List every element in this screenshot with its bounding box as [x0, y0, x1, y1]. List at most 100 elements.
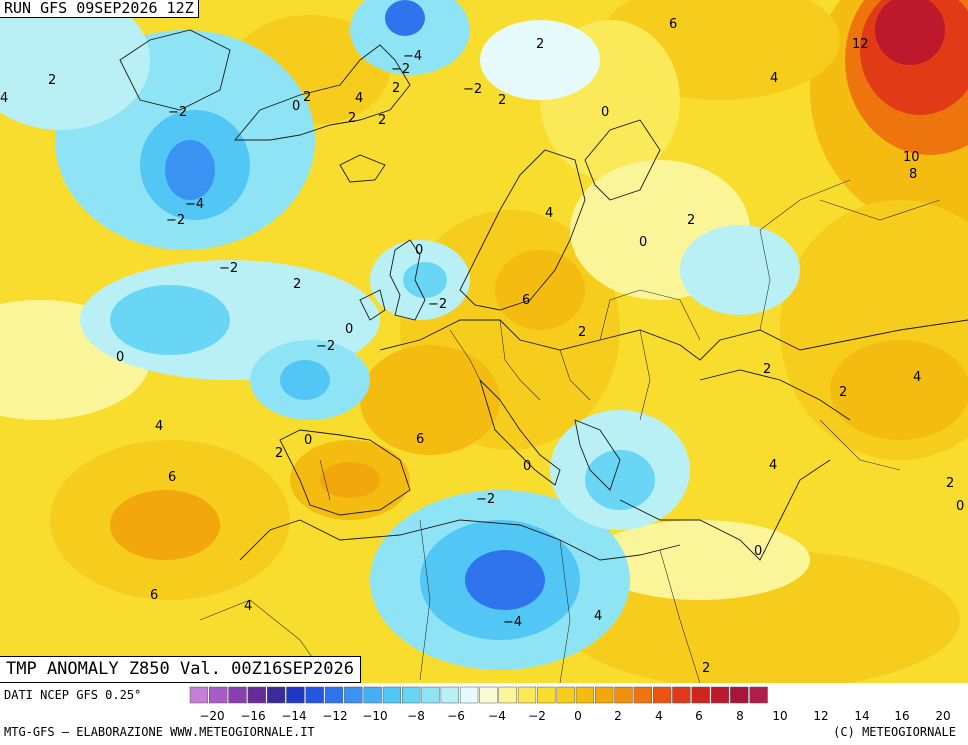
contour-label: 0 [639, 235, 647, 250]
anomaly-map: 2 4 −2 −4 −2 2 0 2 4 2 2 0 −2 2 0 6 4 12… [0, 0, 968, 683]
contour-label: 4 [769, 458, 777, 473]
contour-label: 0 [116, 350, 124, 365]
svg-text:6: 6 [150, 588, 158, 603]
color-scale-swatch [691, 686, 710, 704]
color-scale-swatch [537, 686, 556, 704]
contour-label: 4 [594, 609, 602, 624]
color-scale-swatch [402, 686, 421, 704]
contour-label: 4 [0, 91, 8, 106]
color-scale-swatch [228, 686, 247, 704]
contour-labels: 2 4 −2 −4 −2 2 0 2 4 2 2 0 −2 2 0 6 4 12… [0, 17, 964, 676]
color-scale-tick-label: 0 [574, 709, 582, 723]
color-scale-swatch [479, 686, 498, 704]
contour-label: 2 [498, 93, 506, 108]
color-scale-swatch [517, 686, 537, 704]
footer: DATI NCEP GFS 0.25° −20 −16 −14 −12 −10 −8 −6−… [0, 683, 968, 745]
color-scale-swatch [652, 686, 672, 704]
contour-label: 12 [852, 37, 869, 52]
contour-label: 2 [702, 661, 710, 676]
contour-label: 2 [275, 446, 283, 461]
color-scale-tick-label: −8 [407, 709, 425, 723]
color-scale-swatch [324, 686, 344, 704]
contour-label: 2 [946, 476, 954, 491]
map-title: TMP ANOMALY Z850 Val. 00Z16SEP2026 [0, 656, 361, 683]
color-scale-swatch [498, 686, 517, 704]
color-scale-tick-label: 20 [935, 709, 950, 723]
color-scale-tick-label: −4 [488, 709, 506, 723]
copyright-text: (C) METEOGIORNALE [833, 725, 956, 739]
contour-label: 6 [168, 470, 176, 485]
color-scale-tick-label: 10 [772, 709, 787, 723]
map-canvas: 2 4 −2 −4 −2 2 0 2 4 2 2 0 −2 2 0 6 4 12… [0, 0, 968, 683]
contour-label: 0 [345, 322, 353, 337]
contour-label: 4 [355, 91, 363, 106]
contour-label: 2 [303, 90, 311, 105]
color-scale-tick-label: −20 [199, 709, 224, 723]
contour-label: −2 [428, 297, 447, 312]
contour-label: −2 [463, 82, 482, 97]
color-scale-swatch [421, 686, 440, 704]
contour-label: 2 [348, 111, 356, 126]
contour-label: 0 [601, 105, 609, 120]
color-scale-swatch [209, 686, 228, 704]
contour-label: 0 [415, 243, 423, 258]
contour-label: 0 [304, 433, 312, 448]
contour-label: 2 [687, 213, 695, 228]
contour-label: −4 [503, 615, 522, 630]
color-scale-swatch [633, 686, 652, 704]
color-scale-tick-label: 2 [614, 709, 622, 723]
color-scale-swatch [266, 686, 286, 704]
color-scale-swatch [614, 686, 633, 704]
contour-label: −2 [166, 213, 185, 228]
color-scale-tick-label: 4 [655, 709, 663, 723]
contour-label: 4 [545, 206, 553, 221]
extra-contour-labels: 2 6 [150, 385, 847, 603]
contour-label: 6 [669, 17, 677, 32]
warm-anomaly-areas [50, 0, 968, 683]
color-scale-tick-label: 12 [813, 709, 828, 723]
cold-anomaly-areas [0, 0, 800, 670]
color-scale-swatch [286, 686, 305, 704]
color-scale-swatch [575, 686, 595, 704]
country-borders [199, 179, 941, 683]
contour-label: −2 [476, 492, 495, 507]
color-scale-tick-label: −10 [362, 709, 387, 723]
run-label: RUN GFS 09SEP2026 12Z [0, 0, 199, 18]
color-scale-swatch [672, 686, 691, 704]
color-scale-tick-label: 6 [695, 709, 703, 723]
contour-label: 0 [956, 499, 964, 514]
color-scale-swatch [344, 686, 363, 704]
data-source-text: DATI NCEP GFS 0.25° [4, 688, 142, 702]
color-scale-swatch [363, 686, 382, 704]
contour-label: −2 [391, 62, 410, 77]
contour-label: 4 [155, 419, 163, 434]
color-scale-swatch [710, 686, 730, 704]
color-scale-tick-label: 16 [894, 709, 909, 723]
color-scale-swatch [556, 686, 575, 704]
color-scale-tick-label: 14 [854, 709, 869, 723]
contour-label: 4 [770, 71, 778, 86]
contour-label: 0 [754, 544, 762, 559]
contour-label: −2 [168, 105, 187, 120]
contour-label: 4 [244, 599, 252, 614]
contour-label: 2 [536, 37, 544, 52]
color-scale-swatch [459, 686, 479, 704]
contour-label: 8 [909, 167, 917, 182]
contour-label: −4 [185, 197, 204, 212]
color-scale-tick-label: −12 [322, 709, 347, 723]
color-scale-swatch [730, 686, 749, 704]
credit-text: MTG-GFS — ELABORAZIONE WWW.METEOGIORNALE… [4, 725, 315, 739]
contour-label: 2 [763, 362, 771, 377]
color-scale-tick-label: −6 [447, 709, 465, 723]
contour-label: −4 [403, 49, 422, 64]
color-scale-tick-label: 8 [736, 709, 744, 723]
color-scale-swatch [749, 686, 768, 704]
coastlines [119, 29, 968, 561]
color-scale-tick-label: −2 [528, 709, 546, 723]
contour-label: 6 [522, 293, 530, 308]
color-scale-swatches [189, 686, 768, 704]
contour-label: 0 [523, 459, 531, 474]
contour-label: 2 [48, 73, 56, 88]
color-scale-tick-label: −14 [281, 709, 306, 723]
color-scale-swatch [189, 686, 209, 704]
